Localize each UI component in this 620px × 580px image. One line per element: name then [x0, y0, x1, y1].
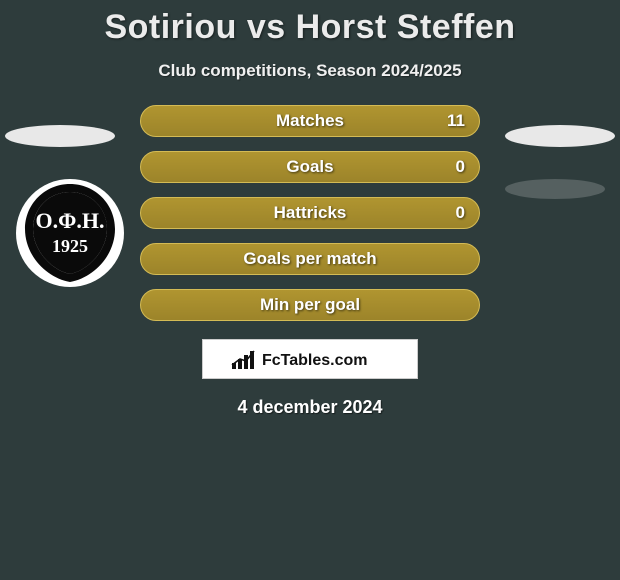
stat-label: Goals per match: [243, 249, 376, 269]
brand-badge: FcTables.com: [202, 339, 418, 379]
player-right-shadow: [505, 179, 605, 199]
player-left-oval: [5, 125, 115, 147]
brand-text: FcTables.com: [262, 352, 368, 369]
stat-value: 0: [456, 157, 465, 177]
stat-label: Min per goal: [260, 295, 360, 315]
stat-value: 0: [456, 203, 465, 223]
player-right-oval: [505, 125, 615, 147]
page-title: Sotiriou vs Horst Steffen: [0, 8, 620, 47]
stat-label: Goals: [286, 157, 333, 177]
page-subtitle: Club competitions, Season 2024/2025: [0, 61, 620, 81]
infographic: Sotiriou vs Horst Steffen Club competiti…: [0, 0, 620, 418]
stat-label: Hattricks: [274, 203, 347, 223]
stat-row-goals: Goals 0: [140, 151, 480, 183]
club-logo-left: Ο.Φ.Η. 1925: [15, 178, 125, 288]
stat-label: Matches: [276, 111, 344, 131]
club-logo-text: Ο.Φ.Η.: [36, 208, 105, 233]
club-logo-year: 1925: [52, 236, 88, 256]
date-label: 4 december 2024: [0, 397, 620, 418]
brand-logo-icon: FcTables.com: [230, 345, 390, 373]
stat-row-min-per-goal: Min per goal: [140, 289, 480, 321]
stat-row-goals-per-match: Goals per match: [140, 243, 480, 275]
stat-row-matches: Matches 11: [140, 105, 480, 137]
stat-value: 11: [447, 111, 465, 131]
stat-row-hattricks: Hattricks 0: [140, 197, 480, 229]
